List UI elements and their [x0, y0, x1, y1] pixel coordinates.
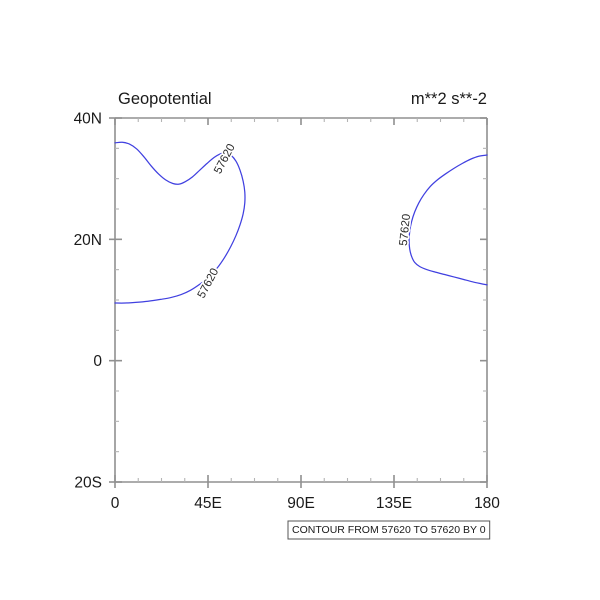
y-tick-label: 20N — [74, 232, 102, 249]
contour-line — [408, 154, 488, 286]
contour-caption-box: CONTOUR FROM 57620 TO 57620 BY 0 — [287, 520, 491, 540]
x-tick-label: 45E — [194, 495, 222, 512]
x-tick-label: 180 — [474, 495, 500, 512]
x-axis-tick-labels: 0 45E 90E 135E 180 — [111, 495, 501, 512]
y-tick-label: 40N — [74, 111, 102, 128]
y-tick-label: 0 — [93, 353, 102, 370]
contour-label-text: 57620 — [196, 266, 222, 300]
x-tick-label: 90E — [287, 495, 315, 512]
caption-box-border — [287, 520, 491, 540]
plot-title: Geopotential — [118, 90, 212, 108]
x-tick-label: 135E — [376, 495, 412, 512]
x-tick-label: 0 — [111, 495, 120, 512]
y-axis-tick-labels: 40N 20N 0 20S — [74, 111, 103, 492]
caption-text: CONTOUR FROM 57620 TO 57620 BY 0 — [292, 524, 486, 536]
units-label: m**2 s**-2 — [411, 90, 487, 108]
contour-line — [114, 141, 246, 304]
contour-label-text: 57620 — [398, 213, 413, 246]
x-axis-ticks — [114, 118, 488, 488]
svg-text:57620: 57620 — [398, 213, 413, 246]
plot-frame — [114, 117, 488, 483]
y-axis-ticks — [109, 117, 487, 483]
y-tick-label: 20S — [74, 475, 102, 492]
contour-lines — [114, 141, 488, 304]
